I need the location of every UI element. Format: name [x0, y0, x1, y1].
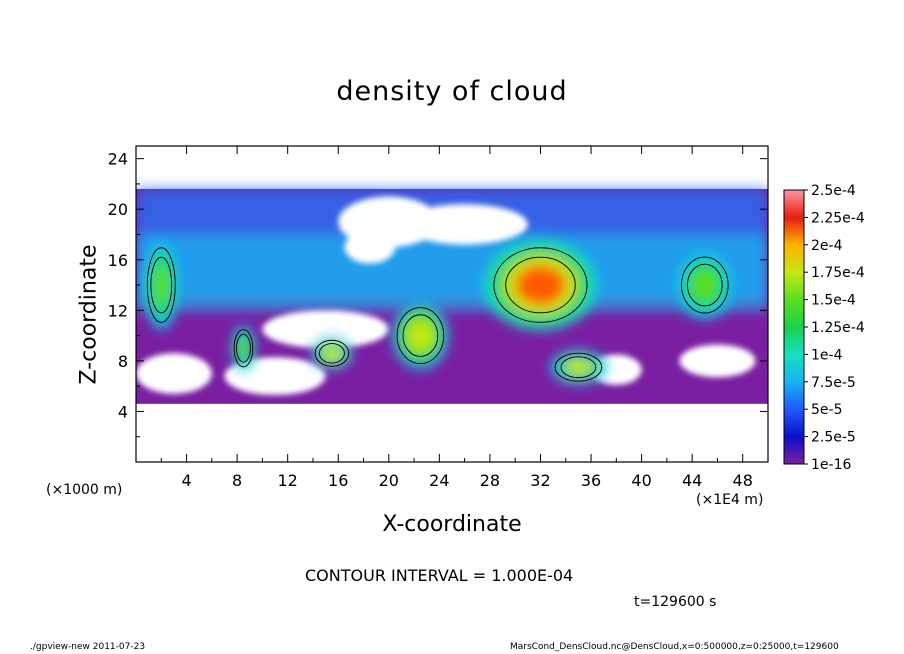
x-tick-label: 32: [530, 471, 550, 490]
contour-line: [314, 339, 350, 367]
contour-line: [146, 247, 176, 323]
y-tick-label: 24: [108, 150, 128, 169]
plot-frame: [135, 145, 769, 463]
contour-line: [493, 247, 588, 323]
y-tick-label: 16: [108, 251, 128, 270]
density-blob: [407, 320, 434, 351]
x-tick-label: 28: [480, 471, 500, 490]
x-tick-label: 12: [278, 471, 298, 490]
contour-line: [560, 356, 597, 379]
contour-line: [554, 352, 603, 382]
x-tick-label: 44: [682, 471, 702, 490]
upper-blue-region: [136, 188, 768, 311]
density-blob: [153, 264, 169, 306]
time-stamp: t=129600 s: [634, 594, 717, 610]
chart-title: density of cloud: [336, 76, 568, 107]
density-blob: [322, 346, 342, 361]
colorbar-label: 1e-16: [811, 457, 851, 473]
contour-line: [686, 263, 723, 307]
x-tick-label: 16: [328, 471, 348, 490]
colorbar-label: 1.25e-4: [811, 320, 865, 336]
contour-line: [236, 333, 251, 363]
density-blob: [565, 359, 592, 375]
y-tick-label: 4: [118, 402, 128, 421]
density-blob: [238, 338, 249, 359]
x-tick-label: 48: [733, 471, 753, 490]
x-unit-left: (×1000 m): [46, 482, 123, 498]
x-axis-label: X-coordinate: [382, 512, 522, 537]
colorbar-ticks: 1e-16 2.5e-5 5e-5 7.5e-5 1e-4 1.25e-4 1.5e-4 1.…: [804, 183, 865, 473]
x-unit-right: (×1E4 m): [696, 492, 764, 508]
y-axis-ticks: 4 8 12 16 20 24: [108, 150, 768, 438]
x-tick-label: 20: [379, 471, 399, 490]
colorbar-label: 1e-4: [811, 347, 843, 363]
colorbar: [783, 189, 805, 465]
contour-line: [505, 256, 576, 314]
contour-line: [150, 256, 173, 314]
contour-line: [396, 307, 445, 365]
density-field: [136, 188, 768, 404]
colorbar-label: 2.5e-5: [811, 430, 856, 446]
x-tick-label: 24: [429, 471, 449, 490]
contour-line: [318, 343, 345, 364]
x-tick-label: 36: [581, 471, 601, 490]
colorbar-label: 7.5e-5: [811, 375, 856, 391]
colorbar-label: 2.5e-4: [811, 183, 856, 199]
contour-lines: [146, 247, 729, 382]
colorbar-label: 2.25e-4: [811, 210, 865, 226]
colorbar-label: 1.5e-4: [811, 293, 856, 309]
density-blob: [515, 264, 566, 306]
footer-right: MarsCond_DensCloud.nc@DensCloud,x=0:5000…: [510, 642, 839, 652]
x-tick-label: 40: [631, 471, 651, 490]
clear-regions: [136, 196, 756, 396]
colorbar-label: 2e-4: [811, 238, 843, 254]
density-blob: [692, 269, 718, 301]
y-tick-label: 8: [118, 352, 128, 371]
colorbar-label: 5e-5: [811, 402, 842, 418]
contour-line: [233, 329, 254, 368]
y-tick-label: 12: [108, 301, 128, 320]
contour-line: [681, 256, 729, 314]
footer-left: ./gpview-new 2011-07-23: [30, 642, 146, 652]
y-tick-label: 20: [108, 200, 128, 219]
y-axis-label: Z-coordinate: [76, 244, 102, 385]
x-axis-ticks: 4 8 12 16 20 24 28 32 36 40 44 48: [160, 146, 753, 490]
colorbar-label: 1.75e-4: [811, 265, 865, 281]
x-tick-label: 4: [181, 471, 191, 490]
contour-interval: CONTOUR INTERVAL = 1.000E-04: [305, 566, 574, 585]
contour-line: [402, 314, 439, 357]
x-tick-label: 8: [232, 471, 242, 490]
